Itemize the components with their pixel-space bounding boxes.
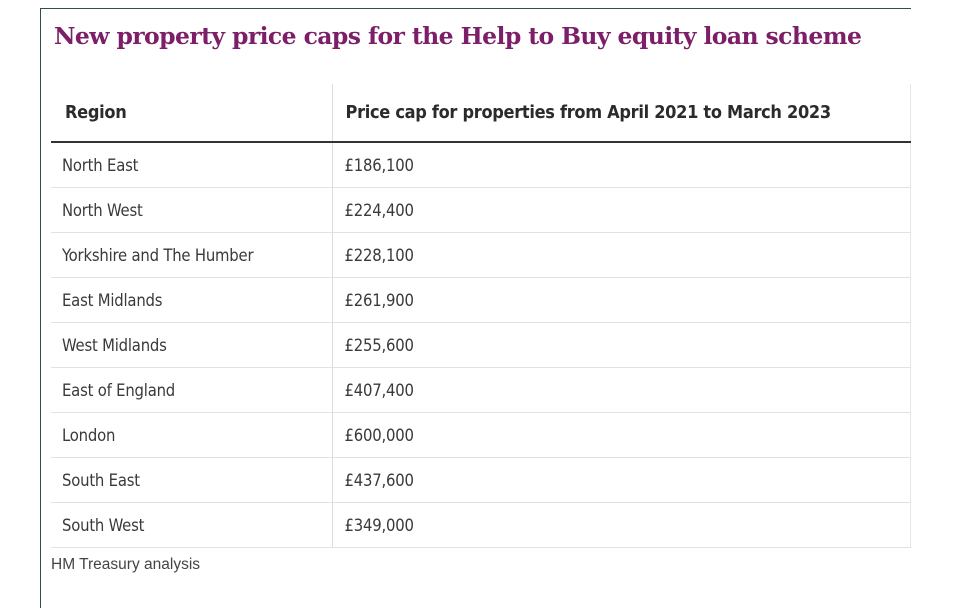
price-cap-cell: £186,100 (331, 142, 911, 188)
region-cell: Yorkshire and The Humber (51, 232, 332, 278)
region-cell: South East (51, 457, 332, 503)
table-row: East Midlands £261,900 (51, 277, 911, 323)
table-row: North East £186,100 (51, 142, 911, 188)
price-cap-table: Region Price cap for properties from Apr… (51, 84, 911, 548)
region-cell: East of England (51, 367, 332, 413)
region-cell: North East (51, 142, 332, 188)
price-cap-cell: £437,600 (331, 457, 911, 503)
region-cell: North West (51, 187, 332, 233)
region-cell: West Midlands (51, 322, 332, 368)
source-note: HM Treasury analysis (51, 556, 201, 573)
table-row: South East £437,600 (51, 457, 911, 503)
table-row: Yorkshire and The Humber £228,100 (51, 232, 911, 278)
table-title: New property price caps for the Help to … (54, 22, 862, 50)
price-cap-cell: £349,000 (331, 502, 911, 548)
page-frame (40, 8, 911, 608)
table-row: East of England £407,400 (51, 367, 911, 413)
price-cap-cell: £255,600 (331, 322, 911, 368)
column-header-region: Region (51, 84, 332, 143)
header-row: Region Price cap for properties from Apr… (51, 84, 911, 143)
region-cell: East Midlands (51, 277, 332, 323)
table-row: South West £349,000 (51, 502, 911, 548)
column-header-price-cap: Price cap for properties from April 2021… (331, 84, 911, 143)
region-cell: South West (51, 502, 332, 548)
table-row: North West £224,400 (51, 187, 911, 233)
price-cap-cell: £228,100 (331, 232, 911, 278)
price-cap-cell: £407,400 (331, 367, 911, 413)
price-cap-cell: £261,900 (331, 277, 911, 323)
price-cap-cell: £600,000 (331, 412, 911, 458)
table-row: London £600,000 (51, 412, 911, 458)
price-cap-table-container: Region Price cap for properties from Apr… (51, 84, 911, 548)
price-cap-cell: £224,400 (331, 187, 911, 233)
region-cell: London (51, 412, 332, 458)
table-row: West Midlands £255,600 (51, 322, 911, 368)
